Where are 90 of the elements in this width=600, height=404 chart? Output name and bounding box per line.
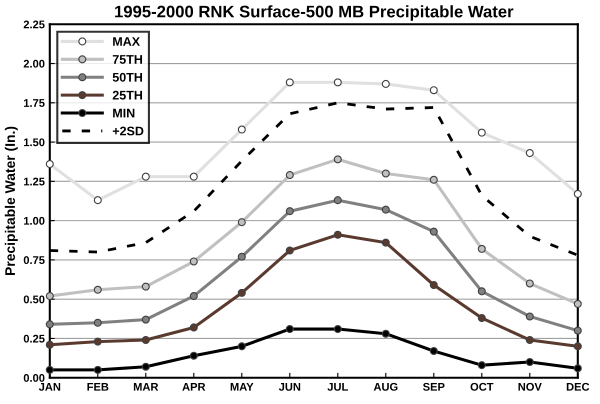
point <box>190 257 198 266</box>
point <box>142 172 150 181</box>
x-tick-label: JAN <box>38 383 60 391</box>
point <box>46 292 54 300</box>
x-tick-label: FEB <box>87 383 108 391</box>
x-tick-label: OCT <box>470 382 494 391</box>
point <box>46 320 54 328</box>
point <box>430 176 438 184</box>
y-tick-label: 1.50 <box>24 138 44 146</box>
point <box>430 347 438 356</box>
chart-title: 1995-2000 RNK Surface-500 MB Precipitable Water <box>115 5 514 21</box>
point <box>430 228 438 236</box>
legend-label: MIN <box>113 108 134 118</box>
point <box>286 78 294 86</box>
y-axis-title: Precipitable Water (In.) <box>4 126 18 276</box>
legend-label: 25TH <box>112 90 142 100</box>
y-tick-label: 1.25 <box>24 178 45 186</box>
y-tick-label: 0.25 <box>24 334 45 343</box>
point <box>142 316 150 324</box>
point <box>190 323 198 332</box>
point <box>478 361 486 370</box>
point <box>238 125 246 134</box>
point <box>526 312 534 320</box>
point <box>478 287 486 296</box>
point <box>238 252 246 261</box>
point <box>238 288 246 297</box>
point <box>382 169 390 178</box>
point <box>574 190 582 198</box>
point <box>142 282 150 291</box>
x-tick-label: NOV <box>518 382 542 391</box>
point <box>574 342 582 350</box>
x-tick-label: DEC <box>566 382 590 391</box>
point <box>382 206 390 214</box>
point <box>238 218 246 226</box>
x-tick-label: SEP <box>423 382 445 391</box>
point <box>382 80 390 88</box>
legend-label: 50TH <box>112 72 142 82</box>
y-tick-label: 0.50 <box>24 295 44 304</box>
point <box>430 86 438 94</box>
point <box>190 292 198 300</box>
x-tick-label: JUL <box>327 383 348 391</box>
point <box>94 366 102 374</box>
point <box>334 155 342 164</box>
point <box>574 300 582 308</box>
point <box>382 330 390 338</box>
point <box>286 207 294 216</box>
point <box>574 326 582 335</box>
point <box>430 281 438 290</box>
point <box>526 336 534 344</box>
x-tick-label: MAY <box>230 383 254 391</box>
point <box>142 362 150 371</box>
x-tick-label: JUN <box>278 383 300 391</box>
point <box>94 318 102 327</box>
point <box>46 160 54 168</box>
point <box>142 336 150 344</box>
legend-label: MAX <box>113 37 140 46</box>
point <box>94 196 102 204</box>
point <box>382 238 390 247</box>
point <box>478 128 486 137</box>
x-tick-label: APR <box>182 383 206 391</box>
legend-label: +2SD <box>112 126 144 136</box>
y-tick-label: 1.75 <box>24 99 45 107</box>
point <box>334 230 342 239</box>
point <box>286 325 294 334</box>
y-tick-label: 1.00 <box>24 216 44 225</box>
point <box>190 172 198 181</box>
point <box>286 171 294 180</box>
point <box>238 342 246 350</box>
point <box>478 314 486 322</box>
point <box>46 340 54 349</box>
y-tick-label: 0.75 <box>24 256 45 264</box>
point <box>334 325 342 334</box>
point <box>526 358 534 366</box>
point <box>46 366 54 374</box>
point <box>286 246 294 255</box>
point <box>94 286 102 294</box>
point <box>574 364 582 372</box>
point <box>526 279 534 288</box>
y-tick-label: 0.00 <box>24 374 44 382</box>
point <box>526 149 534 158</box>
point <box>334 78 342 86</box>
point <box>478 244 486 253</box>
x-tick-label: AUG <box>374 382 398 391</box>
point <box>190 352 198 360</box>
y-tick-label: 2.25 <box>24 20 45 28</box>
legend-label: 75TH <box>112 55 142 64</box>
x-tick-label: MAR <box>134 383 158 391</box>
y-tick-label: 2.00 <box>24 60 44 68</box>
point <box>94 338 102 346</box>
point <box>334 196 342 204</box>
